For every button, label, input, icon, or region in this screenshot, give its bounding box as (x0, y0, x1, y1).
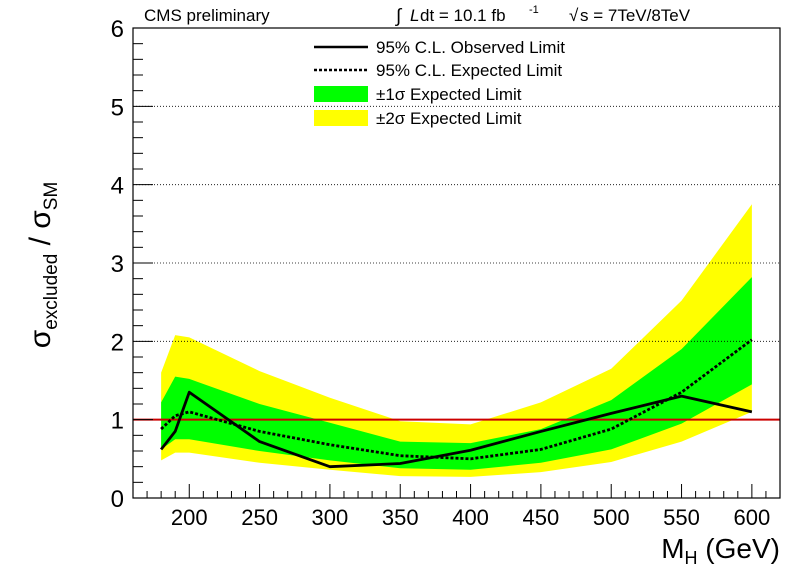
expected-bands (161, 204, 752, 477)
y-tick-label-1: 1 (111, 408, 124, 435)
header-label: CMS preliminary (144, 6, 270, 25)
legend-two-sigma-label: ±2σ Expected Limit (376, 109, 522, 128)
y-title-slash: / (24, 229, 57, 254)
lumi-exponent: -1 (529, 4, 539, 16)
x-tick-label-350: 350 (382, 505, 419, 530)
y-tick-label-3: 3 (111, 251, 124, 278)
expected-limit-line (160, 338, 753, 461)
x-tick-label-450: 450 (523, 505, 560, 530)
y-title-sub1: excluded (41, 254, 62, 330)
x-tick-label-400: 400 (452, 505, 489, 530)
svg-text:σexcluded / σSM: σexcluded / σSM (24, 182, 62, 349)
legend-one-sigma-label: ±1σ Expected Limit (376, 85, 522, 104)
observed-limit-line (160, 390, 753, 469)
energy-label: s = 7TeV/8TeV (580, 6, 691, 25)
limit-curves (160, 338, 753, 469)
y-tick-label-6: 6 (111, 16, 124, 43)
x-tick-label-500: 500 (593, 505, 630, 530)
x-tick-label-250: 250 (241, 505, 278, 530)
lumi-value: dt = 10.1 fb (420, 6, 506, 25)
y-title-sigma2: σ (24, 210, 57, 229)
legend-expected-label: 95% C.L. Expected Limit (376, 61, 562, 80)
x-tick-label-200: 200 (171, 505, 208, 530)
lumi-L: L (410, 6, 419, 25)
x-title-unit: (GeV) (698, 533, 780, 564)
legend: 95% C.L. Observed Limit 95% C.L. Expecte… (314, 38, 565, 128)
y-tick-label-2: 2 (111, 329, 124, 356)
y-tick-label-0: 0 (111, 486, 124, 513)
lumi-integral: ∫ (395, 6, 403, 27)
y-tick-label-5: 5 (111, 94, 124, 121)
x-tick-label-550: 550 (663, 505, 700, 530)
legend-one-sigma-swatch (314, 86, 368, 102)
y-title-sub2: SM (41, 182, 62, 211)
one-sigma-band (161, 277, 752, 470)
x-title-main: M (661, 533, 684, 564)
y-title-sigma1: σ (24, 329, 57, 348)
legend-observed-label: 95% C.L. Observed Limit (376, 38, 565, 57)
legend-two-sigma-swatch (314, 110, 368, 126)
y-tick-label-4: 4 (111, 173, 124, 200)
x-title-sub: H (685, 548, 698, 568)
x-tick-label-300: 300 (312, 505, 349, 530)
x-axis-title: MH (GeV) (661, 533, 780, 568)
x-tick-label-600: 600 (734, 505, 771, 530)
sqrt-symbol: √ (569, 6, 579, 25)
y-axis-title: σexcluded / σSM (24, 182, 62, 349)
axis-ticks: 200 250 300 350 400 450 500 550 600 0 1 2 3 4 5 6 (111, 16, 781, 530)
